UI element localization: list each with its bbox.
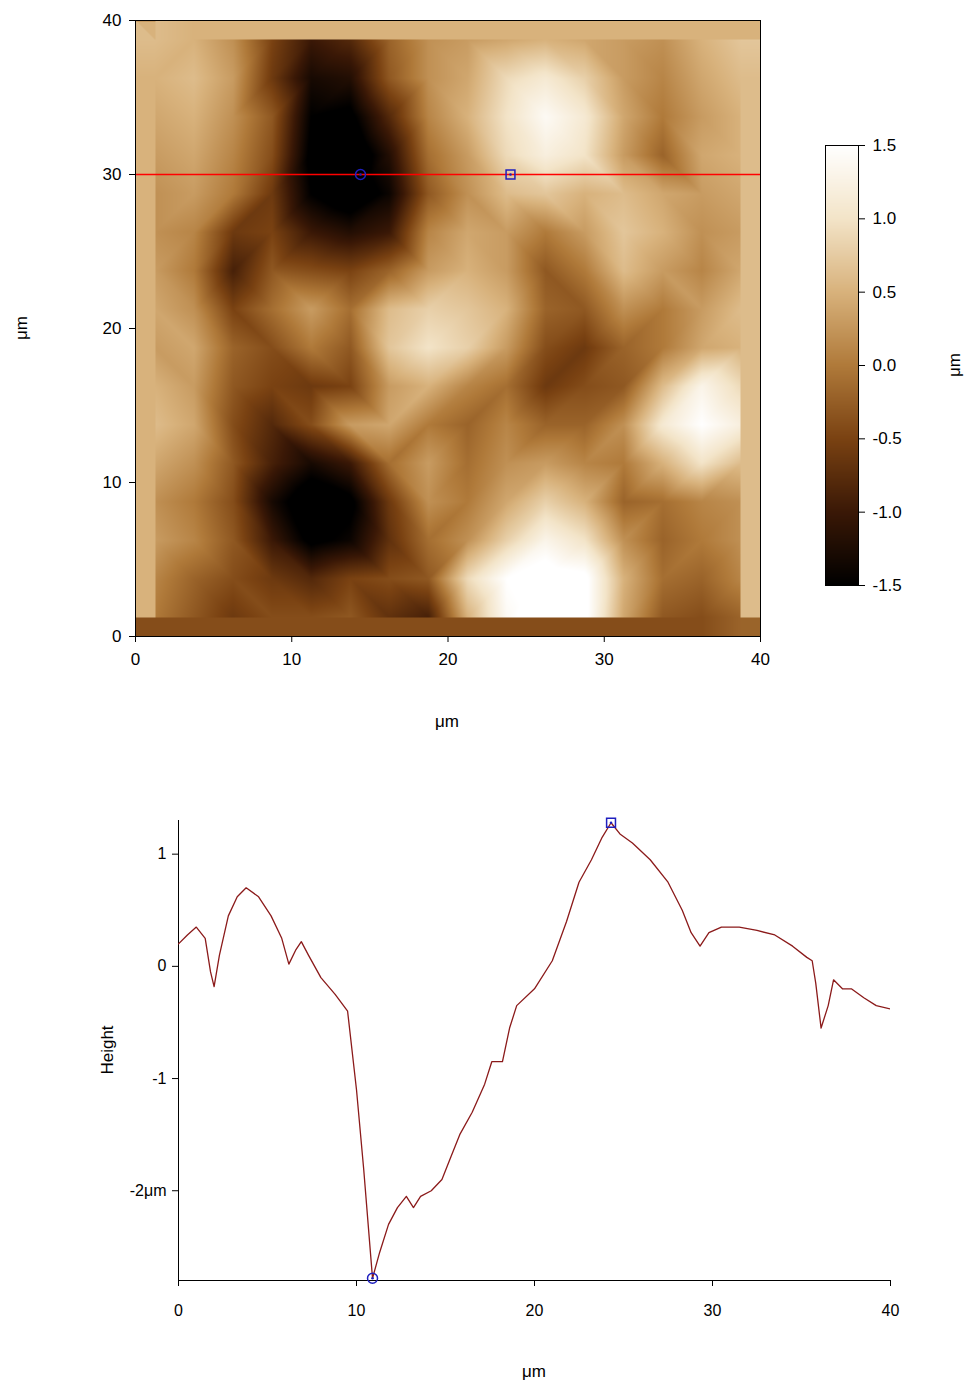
svg-text:-1: -1 [152, 1070, 166, 1087]
svg-text:0: 0 [131, 650, 140, 669]
svg-text:20: 20 [526, 1302, 544, 1319]
svg-text:0: 0 [112, 627, 121, 646]
svg-text:1: 1 [158, 845, 167, 862]
svg-text:-1.5: -1.5 [873, 576, 902, 595]
svg-text:30: 30 [704, 1302, 722, 1319]
html-text:μm: μm [945, 353, 964, 377]
svg-text:40: 40 [751, 650, 770, 669]
svg-text:-1.0: -1.0 [873, 503, 902, 522]
svg-text:0.0: 0.0 [873, 356, 897, 375]
svg-text:10: 10 [348, 1302, 366, 1319]
svg-text:40: 40 [103, 11, 122, 30]
svg-text:10: 10 [103, 473, 122, 492]
svg-text:-2μm: -2μm [130, 1182, 167, 1199]
html-text:μm: μm [12, 316, 31, 340]
svg-text:30: 30 [103, 165, 122, 184]
svg-text:0: 0 [174, 1302, 183, 1319]
svg-text:40: 40 [882, 1302, 900, 1319]
svg-text:-0.5: -0.5 [873, 429, 902, 448]
html-text:μm: μm [522, 1362, 546, 1381]
html-text:Height: Height [98, 1025, 117, 1075]
svg-text:0: 0 [158, 957, 167, 974]
svg-text:20: 20 [439, 650, 458, 669]
html-text:μm: μm [435, 712, 459, 731]
svg-text:1.0: 1.0 [873, 209, 897, 228]
svg-text:30: 30 [595, 650, 614, 669]
svg-text:10: 10 [282, 650, 301, 669]
svg-text:20: 20 [103, 319, 122, 338]
svg-text:0.5: 0.5 [873, 283, 897, 302]
svg-text:1.5: 1.5 [873, 136, 897, 155]
